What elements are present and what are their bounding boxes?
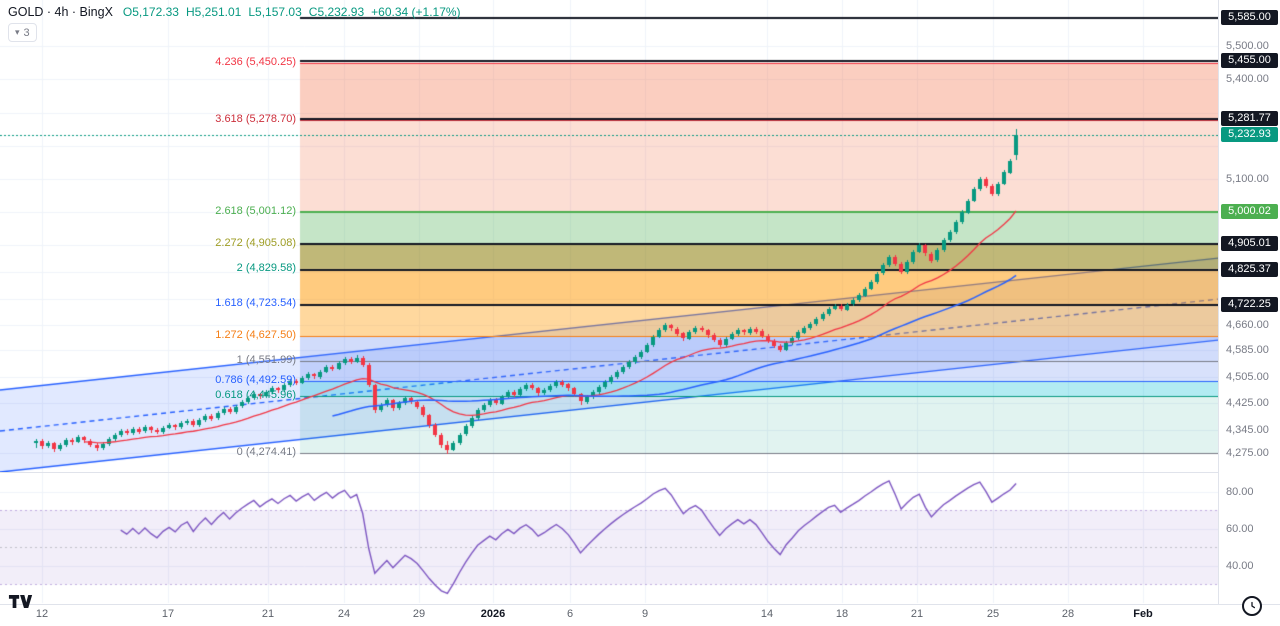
- time-axis-tick: 9: [641, 608, 649, 620]
- time-axis-tick: 12: [35, 608, 49, 620]
- time-axis-tick: 18: [835, 608, 849, 620]
- time-axis-tick: 17: [161, 608, 175, 620]
- open-label: O: [122, 5, 133, 19]
- legend: GOLD · 4h · BingX O5,172.33 H5,251.01 L5…: [8, 5, 461, 19]
- open-value: 5,172.33: [132, 5, 179, 19]
- high-value: 5,251.01: [194, 5, 242, 19]
- price-axis-tick: 4,345.00: [1226, 423, 1269, 436]
- price-line-badge: 5,455.00: [1221, 53, 1278, 69]
- time-axis-tick: 28: [1061, 608, 1075, 620]
- price-axis-tick: 5,100.00: [1226, 173, 1269, 186]
- ohlc-values: O5,172.33 H5,251.01 L5,157.03 C5,232.93 …: [123, 5, 461, 19]
- tradingview-logo[interactable]: [8, 594, 34, 610]
- price-axis-tick: 5,400.00: [1226, 73, 1269, 86]
- price-axis-tick: 4,275.00: [1226, 447, 1269, 460]
- indicators-collapsed-pill[interactable]: ▾ 3: [8, 23, 37, 42]
- high-label: H: [185, 5, 195, 19]
- high-token: H5,251.01: [186, 5, 241, 19]
- price-line-badge: 4,722.25: [1221, 296, 1278, 312]
- time-axis[interactable]: 12 17 21 24 29 2026 6 9 14 18 21 25 28 Feb: [0, 604, 1280, 626]
- time-axis-tick: 21: [261, 608, 275, 620]
- time-axis-tick: 6: [566, 608, 574, 620]
- low-token: L5,157.03: [248, 5, 301, 19]
- price-axis-tick: 5,500.00: [1226, 40, 1269, 53]
- clock-icon: [1251, 601, 1256, 609]
- price-axis-tick: 4,585.00: [1226, 344, 1269, 357]
- price-axis-tick: 4,660.00: [1226, 319, 1269, 332]
- close-value: 5,232.93: [317, 5, 365, 19]
- pane-separator[interactable]: [0, 472, 1280, 473]
- time-axis-tick: 21: [910, 608, 924, 620]
- time-axis-tick: 29: [412, 608, 426, 620]
- indicator-count: 3: [23, 26, 30, 39]
- rsi-axis-tick: 60.00: [1226, 522, 1254, 535]
- time-axis-tick: 2026: [480, 608, 506, 620]
- time-axis-tick: 14: [760, 608, 774, 620]
- price-axis[interactable]: 5,500.00 5,400.00 5,100.00 4,660.00 4,585.00…: [1218, 0, 1280, 604]
- current-price-badge: 5,232.93: [1221, 126, 1278, 142]
- price-line-badge: 5,281.77: [1221, 110, 1278, 126]
- timezone-clock-button[interactable]: [1242, 596, 1262, 616]
- rsi-axis-tick: 80.00: [1226, 485, 1254, 498]
- close-token: C5,232.93: [309, 5, 364, 19]
- low-value: 5,157.03: [255, 5, 302, 19]
- price-axis-tick: 4,505.00: [1226, 370, 1269, 383]
- price-axis-tick: 4,425.00: [1226, 397, 1269, 410]
- chevron-down-icon: ▾: [15, 27, 20, 37]
- close-label: C: [308, 5, 318, 19]
- rsi-axis-tick: 40.00: [1226, 559, 1254, 572]
- price-line-badge: 5,585.00: [1221, 9, 1278, 25]
- price-line-badge: 5,000.02: [1221, 204, 1278, 220]
- change-value: +60.34 (+1.17%): [371, 5, 461, 19]
- time-axis-tick: Feb: [1133, 608, 1153, 620]
- price-line-badge: 4,825.37: [1221, 262, 1278, 278]
- price-line-badge: 4,905.01: [1221, 235, 1278, 251]
- open-token: O5,172.33: [123, 5, 179, 19]
- low-label: L: [248, 5, 256, 19]
- time-axis-tick: 25: [986, 608, 1000, 620]
- time-axis-tick: 24: [337, 608, 351, 620]
- symbol-title[interactable]: GOLD · 4h · BingX: [8, 5, 113, 19]
